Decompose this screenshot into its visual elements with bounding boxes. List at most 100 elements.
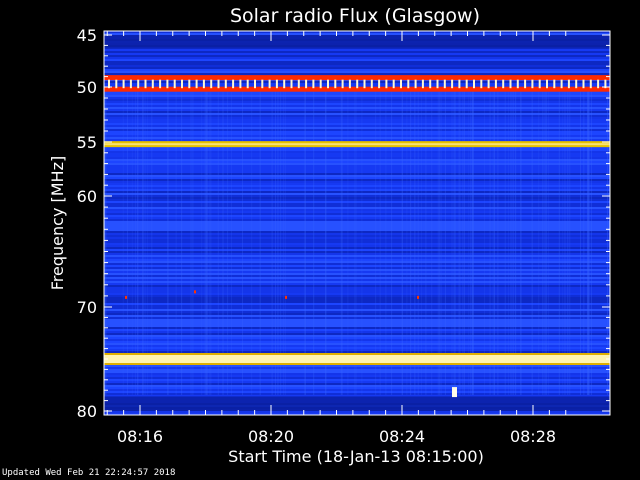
pulse-mark: [546, 79, 548, 89]
pulse-mark: [122, 79, 125, 89]
pulse-mark: [400, 79, 402, 89]
pulse-mark: [494, 79, 497, 89]
noise-row: [104, 159, 610, 161]
noise-row: [104, 195, 610, 197]
noise-row: [104, 369, 610, 371]
noise-streak: [391, 91, 393, 395]
noise-row: [104, 297, 610, 299]
pulse-mark: [239, 79, 242, 89]
noise-row: [104, 315, 610, 317]
noise-row: [104, 51, 610, 53]
pulse-mark: [407, 79, 410, 89]
noise-streak: [206, 91, 208, 395]
pulse-mark: [348, 79, 351, 89]
y-axis-label-unit: MHz: [48, 162, 67, 196]
noise-streak: [379, 91, 381, 395]
noise-row: [104, 411, 610, 413]
y-axis-label-close-bracket: ]: [48, 156, 67, 162]
noise-row: [104, 175, 610, 177]
noise-row: [104, 323, 610, 325]
pulse-mark: [480, 79, 483, 89]
y-axis-label-main: Frequency: [48, 208, 67, 291]
band-edge: [104, 363, 610, 365]
noise-row: [104, 289, 610, 291]
noise-row: [104, 327, 610, 329]
noise-row: [104, 387, 610, 389]
pulse-mark: [327, 79, 329, 89]
noise-row: [104, 117, 610, 119]
noise-row: [104, 339, 610, 341]
noise-streak: [142, 91, 144, 395]
noise-streak: [347, 91, 349, 395]
flux-spot-bright: [452, 387, 457, 398]
noise-streak: [385, 91, 387, 395]
pulse-mark: [458, 79, 461, 89]
noise-row: [104, 325, 610, 327]
pulse-mark: [538, 79, 541, 89]
noise-streak: [106, 91, 108, 395]
noise-streak: [241, 91, 243, 395]
band-edge: [104, 353, 610, 355]
noise-streak: [508, 91, 510, 395]
pulse-mark: [487, 79, 490, 89]
noise-row: [104, 379, 610, 381]
noise-streak: [104, 91, 106, 395]
band-core: [104, 143, 610, 146]
noise-streak: [271, 91, 273, 395]
noise-streak: [567, 91, 569, 395]
noise-streak: [471, 91, 473, 395]
noise-streak: [590, 91, 592, 395]
flux-spot: [125, 295, 127, 299]
x-axis-label: Start Time (18-Jan-13 08:15:00): [228, 447, 484, 466]
noise-streak: [259, 91, 261, 395]
x-tick-label: 08:16: [117, 427, 163, 446]
noise-row: [104, 253, 610, 255]
noise-streak: [538, 91, 540, 395]
noise-row: [104, 249, 610, 251]
noise-streak: [227, 91, 229, 395]
noise-row: [104, 133, 610, 135]
pulse-mark: [473, 79, 475, 89]
noise-row: [104, 47, 610, 49]
noise-row: [104, 151, 610, 153]
noise-row: [104, 235, 610, 237]
pulse-mark: [297, 79, 300, 89]
noise-row: [104, 223, 610, 225]
noise-streak: [520, 91, 522, 395]
pulse-mark: [115, 79, 118, 89]
y-axis-label: Frequency [MHz]: [48, 156, 67, 290]
pulse-mark: [188, 79, 191, 89]
noise-row: [104, 277, 610, 279]
noise-streak: [543, 91, 545, 395]
noise-row: [104, 305, 610, 307]
noise-row: [104, 263, 610, 265]
noise-row: [104, 71, 610, 73]
noise-row: [104, 309, 610, 311]
noise-row: [104, 199, 610, 201]
noise-streak: [192, 91, 194, 395]
noise-row: [104, 179, 610, 181]
noise-row: [104, 147, 610, 149]
noise-streak: [201, 91, 203, 395]
noise-streak: [431, 91, 433, 395]
noise-row: [104, 413, 610, 415]
noise-row: [104, 225, 610, 227]
noise-streak: [546, 91, 548, 395]
noise-row: [104, 257, 610, 259]
noise-row: [104, 187, 610, 189]
noise-streak: [454, 91, 456, 395]
y-tick-label: 55: [77, 133, 97, 152]
pulse-mark: [575, 79, 578, 89]
noise-streak: [440, 91, 442, 395]
pulse-mark: [553, 79, 556, 89]
noise-streak: [472, 91, 474, 395]
noise-streak: [587, 91, 589, 395]
noise-row: [104, 349, 610, 351]
noise-row: [104, 385, 610, 387]
noise-row: [104, 177, 610, 179]
noise-row: [104, 197, 610, 199]
noise-streak: [205, 91, 207, 395]
noise-row: [104, 329, 610, 331]
noise-row: [104, 119, 610, 121]
noise-row: [104, 395, 610, 397]
